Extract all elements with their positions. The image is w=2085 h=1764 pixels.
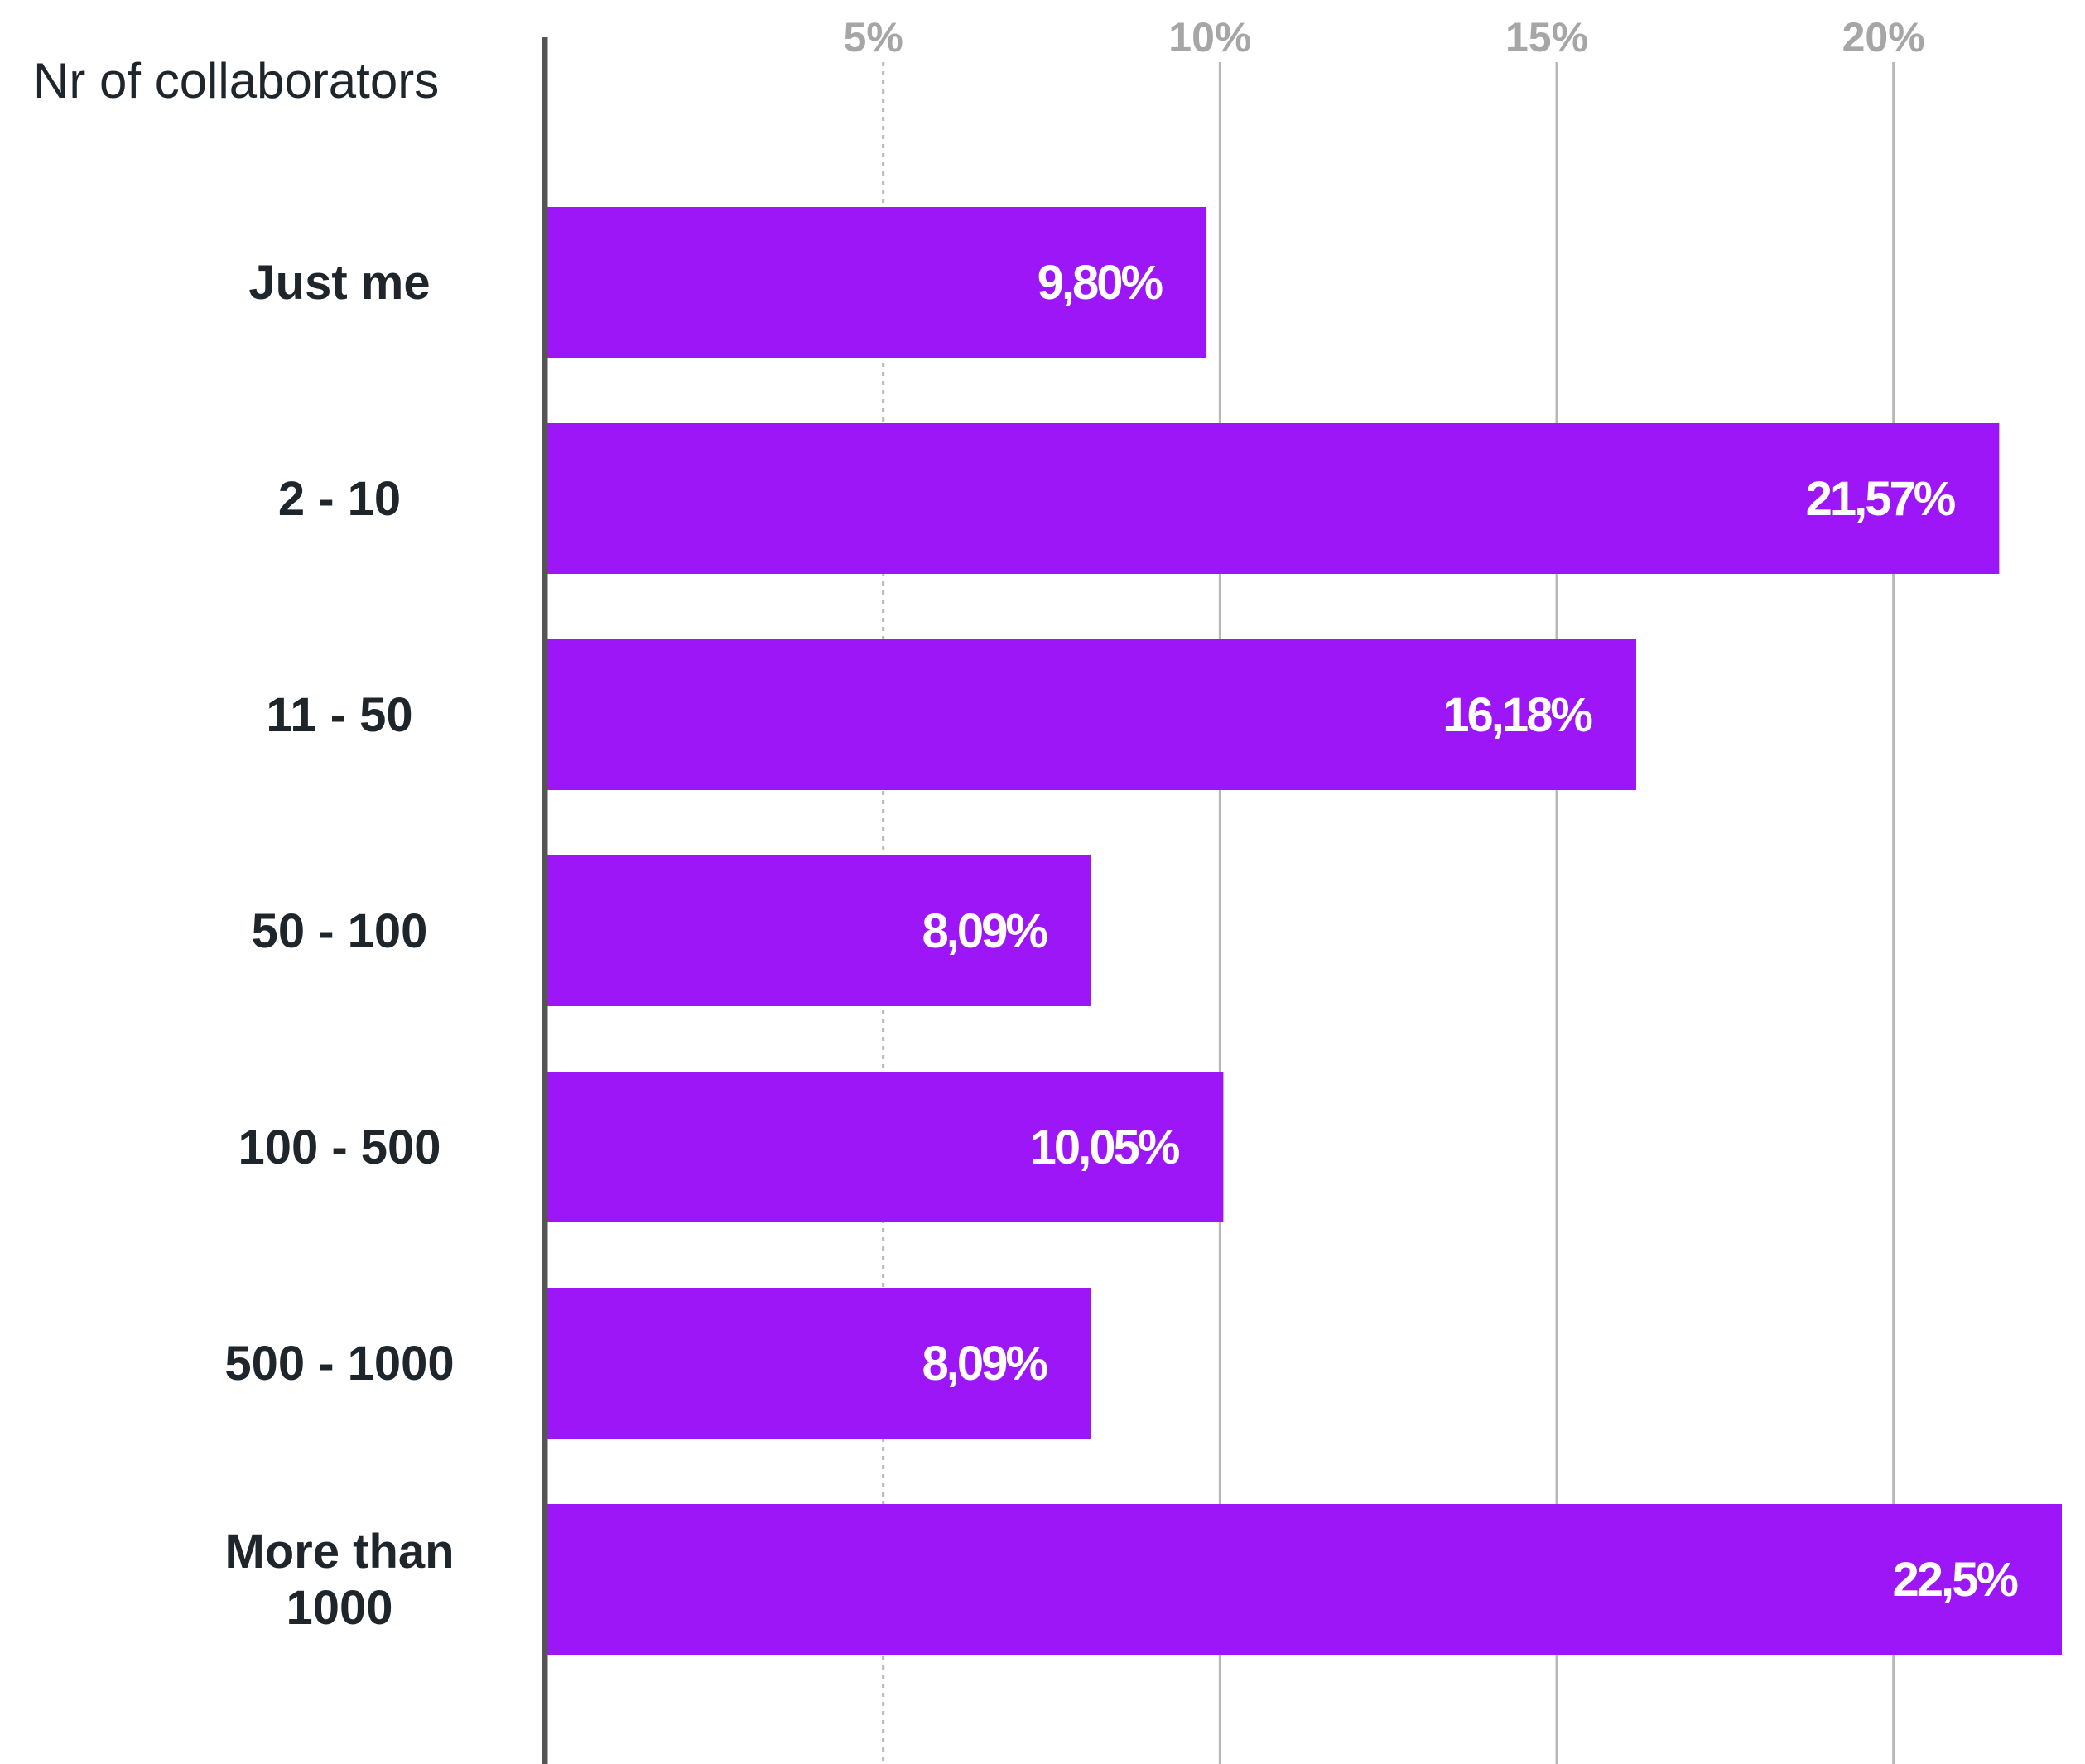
category-label-line: More than xyxy=(224,1525,454,1578)
x-tick-label: 20% xyxy=(1842,14,1925,60)
category-label-line: 2 - 10 xyxy=(278,472,401,526)
category-label: 2 - 10 xyxy=(278,472,401,526)
bar xyxy=(547,855,1091,1006)
x-tick-label: 15% xyxy=(1505,14,1588,60)
x-tick-label: 10% xyxy=(1168,14,1251,60)
category-label-line: Just me xyxy=(248,256,430,310)
x-axis-ticks: 5% 10% 15% 20% xyxy=(844,14,1925,60)
data-label: 22,5% xyxy=(1893,1553,2019,1607)
bars xyxy=(547,207,2062,1655)
category-label: 50 - 100 xyxy=(252,904,428,958)
bar xyxy=(547,207,1207,358)
category-label: 11 - 50 xyxy=(266,688,412,742)
category-label: 100 - 500 xyxy=(238,1121,441,1174)
category-label-line: 11 - 50 xyxy=(266,688,412,742)
data-label: 9,80% xyxy=(1038,256,1163,310)
bar xyxy=(547,639,1636,790)
category-label-line: 100 - 500 xyxy=(238,1121,441,1174)
data-label: 21,57% xyxy=(1806,472,1956,526)
data-label: 10,05% xyxy=(1030,1121,1180,1174)
bar xyxy=(547,1288,1091,1439)
category-label-line: 1000 xyxy=(286,1581,392,1635)
bar xyxy=(547,1504,2062,1655)
y-axis-title: Nr of collaborators xyxy=(33,53,439,108)
data-labels: 9,80% 21,57% 16,18% 8,09% 10,05% 8,09% 22,5% xyxy=(922,256,2021,1607)
data-label: 16,18% xyxy=(1442,688,1592,742)
x-tick-label: 5% xyxy=(844,14,903,60)
category-label: Just me xyxy=(248,256,430,310)
bar xyxy=(547,1072,1224,1222)
data-label: 8,09% xyxy=(922,904,1048,958)
bar xyxy=(547,423,2000,574)
category-label: More than 1000 xyxy=(224,1525,454,1635)
category-label: 500 - 1000 xyxy=(224,1337,454,1390)
category-label-line: 500 - 1000 xyxy=(224,1337,454,1390)
category-labels: Just me 2 - 10 11 - 50 50 - 100 100 - 500 500… xyxy=(224,256,454,1635)
category-label-line: 50 - 100 xyxy=(252,904,428,958)
data-label: 8,09% xyxy=(922,1337,1048,1390)
